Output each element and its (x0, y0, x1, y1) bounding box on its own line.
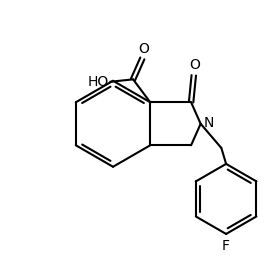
Text: O: O (138, 42, 149, 56)
Text: O: O (189, 58, 200, 71)
Text: F: F (222, 239, 230, 253)
Text: N: N (203, 116, 214, 130)
Text: HO: HO (88, 75, 109, 89)
